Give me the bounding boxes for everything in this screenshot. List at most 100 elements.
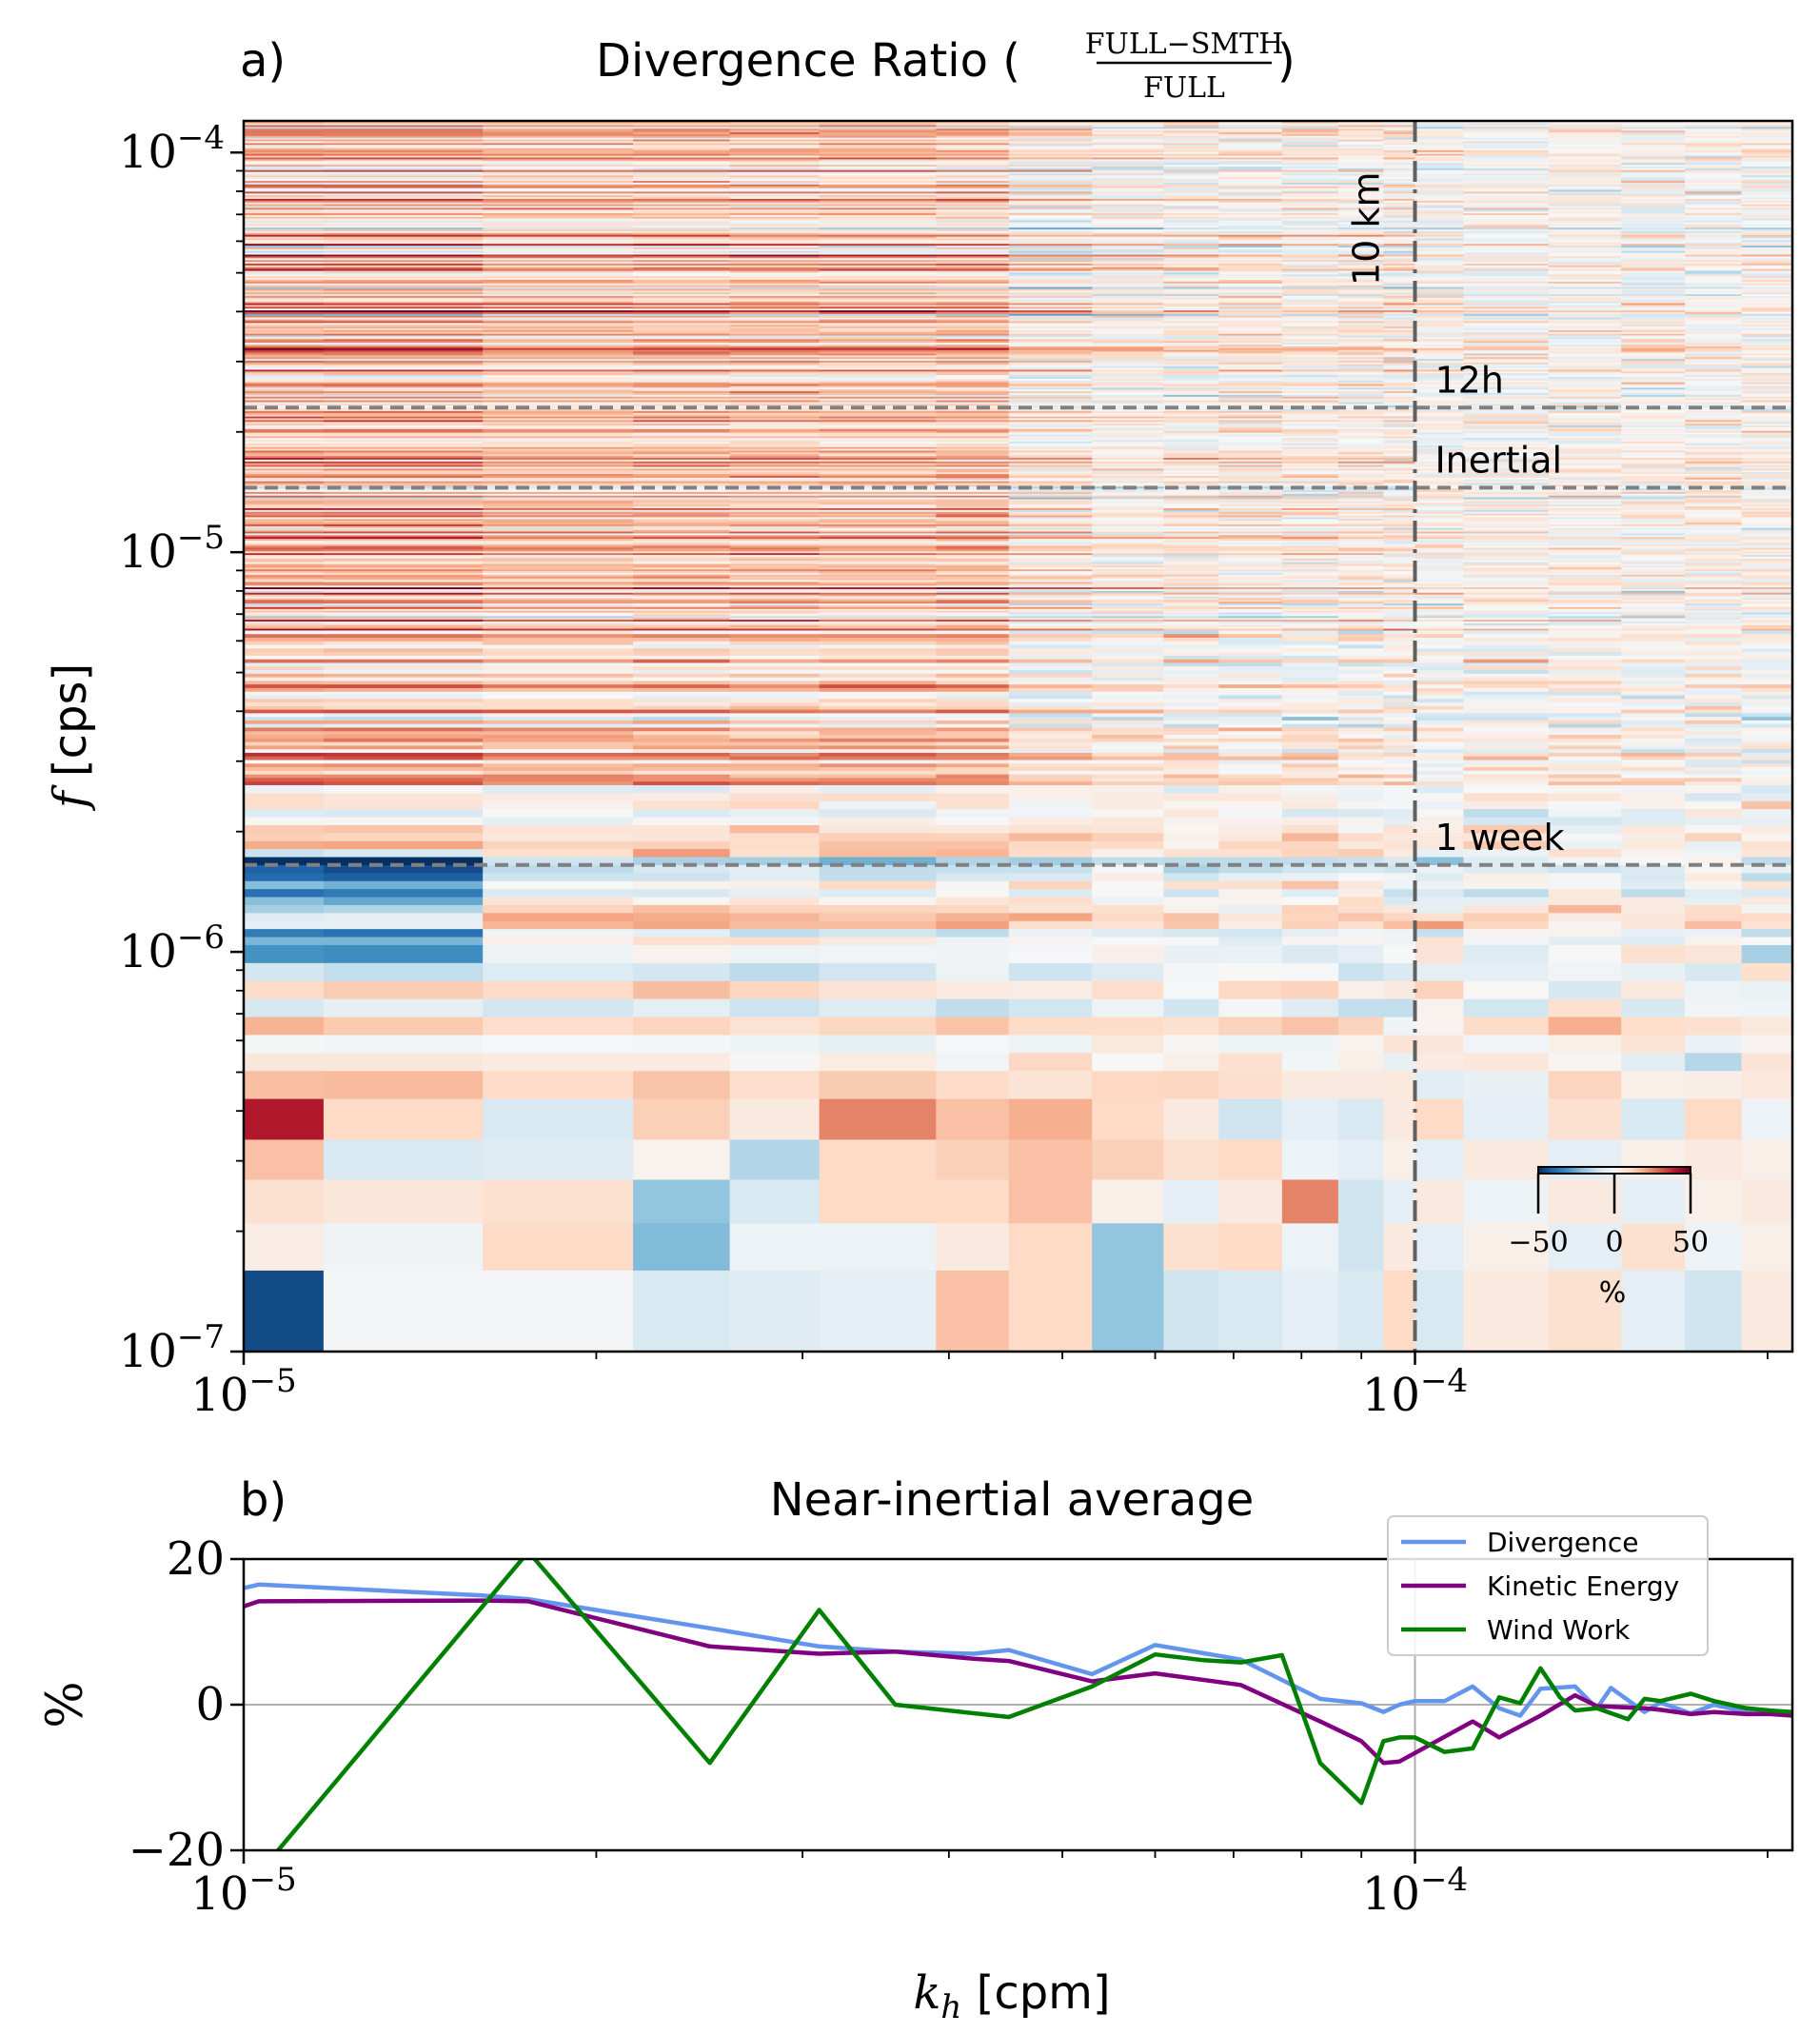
- heatmap-cell: [1218, 344, 1283, 346]
- heatmap-cell: [1741, 477, 1792, 480]
- heatmap-cell: [1092, 770, 1164, 775]
- heatmap-cell: [1092, 505, 1164, 508]
- heatmap-cell: [936, 643, 1010, 649]
- heatmap-cell: [819, 588, 937, 591]
- heatmap-cell: [633, 326, 731, 328]
- heatmap-cell: [1281, 338, 1339, 342]
- heatmap-cell: [1383, 365, 1416, 368]
- heatmap-cell: [244, 659, 325, 663]
- heatmap-cell: [1281, 741, 1339, 746]
- heatmap-cell: [1383, 832, 1416, 841]
- heatmap-cell: [1092, 538, 1164, 541]
- heatmap-cell: [1163, 473, 1220, 476]
- heatmap-cell: [1281, 641, 1339, 645]
- heatmap-cell: [483, 511, 634, 514]
- heatmap-cell: [819, 570, 937, 573]
- heatmap-cell: [1463, 624, 1550, 627]
- heatmap-cell: [323, 540, 484, 543]
- heatmap-cell: [819, 1070, 937, 1099]
- heatmap-cell: [1414, 346, 1465, 348]
- heatmap-cell: [1685, 880, 1743, 890]
- heatmap-cell: [1218, 453, 1283, 457]
- heatmap-cell: [1281, 365, 1339, 368]
- heatmap-cell: [323, 446, 484, 449]
- heatmap-cell: [1337, 762, 1385, 768]
- heatmap-cell: [1163, 516, 1220, 520]
- heatmap-cell: [633, 1178, 731, 1224]
- heatmap-cell: [1414, 477, 1465, 480]
- heatmap-cell: [1383, 848, 1416, 858]
- heatmap-cell: [1414, 624, 1465, 627]
- heatmap-cell: [1008, 525, 1093, 528]
- heatmap-cell: [633, 423, 731, 426]
- heatmap-cell: [1281, 451, 1339, 455]
- heatmap-cell: [1685, 426, 1743, 429]
- heatmap-cell: [1218, 643, 1283, 649]
- heatmap-cell: [1218, 346, 1283, 348]
- heatmap-cell: [1548, 349, 1622, 352]
- heatmap-cell: [1621, 694, 1686, 700]
- heatmap-cell: [1218, 574, 1283, 577]
- heatmap-cell: [633, 461, 731, 464]
- heatmap-cell: [633, 554, 731, 557]
- heatmap-cell: [1337, 784, 1385, 794]
- heatmap-cell: [1218, 471, 1283, 475]
- heatmap-cell: [1685, 392, 1743, 395]
- heatmap-cell: [1741, 433, 1792, 437]
- heatmap-cell: [936, 980, 1010, 999]
- heatmap-cell: [1414, 364, 1465, 366]
- heatmap-cell: [633, 320, 731, 324]
- heatmap-cell: [1218, 741, 1283, 746]
- heatmap-cell: [1008, 433, 1093, 437]
- heatmap-cell: [1163, 464, 1220, 467]
- heatmap-cell: [1621, 327, 1686, 330]
- heatmap-cell: [1621, 564, 1686, 568]
- heatmap-cell: [1685, 872, 1743, 881]
- heatmap-cell: [483, 529, 634, 532]
- heatmap-cell: [1414, 500, 1465, 504]
- heatmap-cell: [1383, 350, 1416, 354]
- heatmap-cell: [244, 430, 325, 433]
- heatmap-cell: [1281, 362, 1339, 365]
- heatmap-cell: [1414, 365, 1465, 368]
- heatmap-cell: [1383, 520, 1416, 523]
- heatmap-cell: [1621, 723, 1686, 728]
- heatmap-cell: [323, 759, 484, 764]
- heatmap-cell: [483, 748, 634, 753]
- heatmap-cell: [729, 864, 821, 874]
- heatmap-cell: [1008, 392, 1093, 395]
- heatmap-cell: [1548, 326, 1622, 328]
- heatmap-cell: [323, 383, 484, 386]
- heatmap-cell: [1685, 708, 1743, 714]
- heatmap-cell: [1281, 329, 1339, 332]
- heatmap-cell: [1008, 322, 1093, 326]
- heatmap-cell: [1685, 484, 1743, 487]
- heatmap-cell: [1218, 455, 1283, 459]
- heatmap-cell: [1548, 484, 1622, 487]
- heatmap-cell: [1281, 417, 1339, 421]
- heatmap-cell: [1741, 333, 1792, 336]
- heatmap-cell: [1281, 485, 1339, 489]
- heatmap-cell: [936, 665, 1010, 671]
- heatmap-cell: [1741, 482, 1792, 485]
- heatmap-cell: [1685, 726, 1743, 732]
- heatmap-cell: [633, 756, 731, 760]
- heatmap-cell: [729, 562, 821, 564]
- heatmap-cell: [1463, 437, 1550, 441]
- heatmap-cell: [1685, 548, 1743, 552]
- heatmap-cell: [483, 1270, 634, 1352]
- heatmap-cell: [1337, 370, 1385, 374]
- heatmap-cell: [1163, 762, 1220, 768]
- heatmap-cell: [1685, 759, 1743, 764]
- heatmap-cell: [1414, 386, 1465, 390]
- heatmap-cell: [936, 467, 1010, 471]
- heatmap-cell: [1621, 738, 1686, 742]
- heatmap-cell: [1621, 766, 1686, 771]
- heatmap-cell: [936, 437, 1010, 441]
- heatmap-cell: [936, 463, 1010, 465]
- heatmap-cell: [1383, 346, 1416, 348]
- heatmap-cell: [729, 1070, 821, 1099]
- heatmap-cell: [1383, 741, 1416, 746]
- heatmap-cell: [936, 756, 1010, 760]
- heatmap-cell: [1741, 484, 1792, 487]
